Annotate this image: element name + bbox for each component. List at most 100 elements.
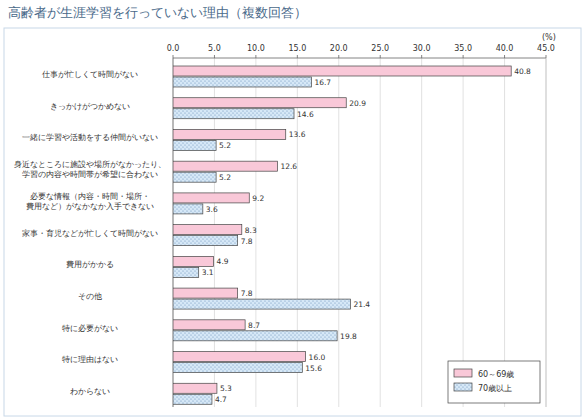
grid-line xyxy=(463,58,464,407)
bar xyxy=(173,331,337,341)
data-label: 7.8 xyxy=(241,237,253,246)
frame xyxy=(4,28,581,416)
data-label: 8.3 xyxy=(245,226,257,235)
legend: 60～69歳 70歳以上 xyxy=(448,361,540,403)
data-label: 3.6 xyxy=(206,205,218,214)
data-label: 8.7 xyxy=(248,321,260,330)
bar xyxy=(173,225,242,235)
tick-label: 35.0 xyxy=(454,44,472,53)
chart: 高齢者が生涯学習を行っていない理由（複数回答）0.05.010.015.020.… xyxy=(0,0,585,420)
bar xyxy=(173,172,216,182)
axis-line xyxy=(546,58,547,407)
data-label: 40.8 xyxy=(514,67,531,76)
tick xyxy=(421,55,422,58)
category-label: その他 xyxy=(78,292,102,301)
bar xyxy=(173,320,245,330)
data-label: 16.7 xyxy=(314,78,331,87)
tick-label: 10.0 xyxy=(247,44,265,53)
tick xyxy=(173,55,174,58)
category-label: わからない xyxy=(70,387,110,396)
bar xyxy=(173,77,311,87)
data-label: 7.8 xyxy=(241,289,253,298)
title: 高齢者が生涯学習を行っていない理由（複数回答） xyxy=(8,5,307,20)
grid-line xyxy=(338,58,339,407)
category-line: 家事・育児などが忙しくて時間がない xyxy=(22,229,158,238)
category-label: 身近なところに施設や場所がなかったり、学習の内容や時間帯が希望に合わない xyxy=(14,160,166,179)
tick xyxy=(255,55,256,58)
legend-box xyxy=(448,361,540,403)
data-label: 3.1 xyxy=(202,268,214,277)
tick-label: 25.0 xyxy=(371,44,389,53)
category-line: きっかけがつかめない xyxy=(50,102,130,111)
category-label: 必要な情報（内容・時間・場所・費用など）がなかなか入手できない xyxy=(26,192,154,211)
bar xyxy=(173,98,346,108)
category-label: 一緒に学習や活動をする仲間がいない xyxy=(22,133,158,142)
bar xyxy=(173,204,203,214)
tick xyxy=(214,55,215,58)
category-label: 特に必要がない xyxy=(62,324,118,333)
category-label: 仕事が忙しくて時間がない xyxy=(42,70,138,79)
tick-label: 15.0 xyxy=(288,44,306,53)
bar xyxy=(173,140,216,150)
data-labels: 40.820.913.612.69.28.34.97.88.716.05.316… xyxy=(202,67,531,404)
data-label: 5.2 xyxy=(219,141,231,150)
bar xyxy=(173,161,277,171)
tick-label: 45.0 xyxy=(537,44,555,53)
bar xyxy=(173,383,217,393)
data-label: 14.6 xyxy=(297,110,314,119)
legend-label: 70歳以上 xyxy=(478,384,512,393)
tick-label: 0.0 xyxy=(167,44,180,53)
data-label: 5.2 xyxy=(219,173,231,182)
bar xyxy=(173,288,238,298)
data-label: 4.9 xyxy=(217,257,229,266)
tick-label: 20.0 xyxy=(330,44,348,53)
data-label: 5.3 xyxy=(220,384,232,393)
data-label: 13.6 xyxy=(289,130,306,139)
data-label: 21.4 xyxy=(353,300,370,309)
bar xyxy=(173,267,199,277)
legend-label: 60～69歳 xyxy=(478,370,514,379)
category-line: 費用がかかる xyxy=(66,260,114,269)
bar xyxy=(173,394,212,404)
category-label: 費用がかかる xyxy=(66,260,114,269)
bar xyxy=(173,129,286,139)
legend-swatch xyxy=(454,383,472,391)
bars xyxy=(173,66,511,404)
category-label: 特に理由はない xyxy=(62,355,118,364)
bar xyxy=(173,352,306,362)
data-label: 9.2 xyxy=(252,194,264,203)
category-line: 学習の内容や時間帯が希望に合わない xyxy=(22,170,158,179)
grid-line xyxy=(504,58,505,407)
category-line: 特に必要がない xyxy=(62,324,118,333)
data-label: 4.7 xyxy=(215,395,227,404)
tick xyxy=(380,55,381,58)
category-line: 特に理由はない xyxy=(62,355,118,364)
category-label: 家事・育児などが忙しくて時間がない xyxy=(22,229,158,238)
bar xyxy=(173,299,350,309)
bar xyxy=(173,236,238,246)
bar xyxy=(173,109,294,119)
category-line: 必要な情報（内容・時間・場所・ xyxy=(30,192,150,201)
data-label: 19.8 xyxy=(340,332,357,341)
grid-line xyxy=(380,58,381,407)
axis-line xyxy=(173,58,546,59)
bar xyxy=(173,256,214,266)
axis-label: (%) xyxy=(542,33,556,42)
legend-swatch xyxy=(454,369,472,377)
tick-label: 40.0 xyxy=(496,44,514,53)
data-label: 12.6 xyxy=(280,162,297,171)
category-label: きっかけがつかめない xyxy=(50,102,130,111)
grid-line xyxy=(421,58,422,407)
bar xyxy=(173,66,511,76)
grid-line xyxy=(546,58,547,407)
category-line: 一緒に学習や活動をする仲間がいない xyxy=(22,133,158,142)
tick xyxy=(463,55,464,58)
tick-label: 30.0 xyxy=(413,44,431,53)
bar xyxy=(173,363,302,373)
tick xyxy=(504,55,505,58)
category-line: 身近なところに施設や場所がなかったり、 xyxy=(14,160,166,169)
bar xyxy=(173,193,249,203)
tick xyxy=(338,55,339,58)
data-label: 16.0 xyxy=(309,353,326,362)
data-label: 15.6 xyxy=(305,364,322,373)
